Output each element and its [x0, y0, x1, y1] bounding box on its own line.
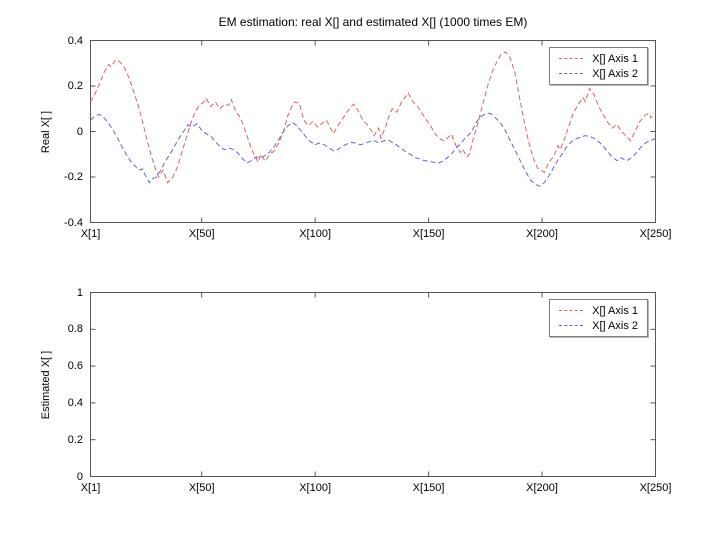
- x-tick-label: X[50]: [188, 228, 215, 240]
- plot-canvas-real-x: [90, 40, 656, 223]
- x-tick-label: X[250]: [639, 482, 672, 494]
- x-tick-labels-estimated-x: X[1] X[50] X[100] X[150] X[200] X[250]: [81, 482, 672, 496]
- y-tick-label: -0.4: [64, 216, 83, 229]
- x-tick-label: X[1]: [80, 228, 101, 240]
- y-tick-label: 0.8: [67, 323, 83, 336]
- figure-title: EM estimation: real X[] and estimated X[…: [218, 15, 528, 29]
- y-tick-label: 0: [76, 470, 83, 483]
- red-dashed-line-sample: [559, 58, 584, 59]
- legend-real-x: X[] Axis 1 X[] Axis 2: [549, 47, 648, 85]
- blue-dashed-line-sample: [559, 325, 584, 326]
- plot-real-x: Real X[ ] -0.4 -0.2 0 0.2 0.4 X[1] X[50] X[100…: [40, 35, 671, 241]
- y-tick-label: 0.4: [67, 34, 83, 47]
- legend-entry: X[] Axis 2: [559, 66, 638, 81]
- y-tick-label: 0.2: [67, 433, 83, 446]
- legend-estimated-x: X[] Axis 1 X[] Axis 2: [549, 299, 648, 337]
- y-tick-labels-estimated-x: 0 0.2 0.4 0.6 0.8 1: [43, 287, 83, 483]
- legend-entry: X[] Axis 1: [559, 303, 638, 318]
- red-dashed-line-sample: [559, 310, 584, 311]
- plot-canvas-estimated-x: [90, 292, 656, 477]
- x-tick-label: X[200]: [526, 482, 558, 494]
- legend-entry: X[] Axis 2: [559, 318, 638, 333]
- x-tick-label: X[50]: [188, 482, 215, 494]
- x-tick-label: X[100]: [299, 482, 332, 494]
- x-tick-label: X[100]: [299, 228, 332, 240]
- x-tick-label: X[1]: [80, 482, 101, 494]
- legend-label: X[] Axis 1: [592, 52, 638, 65]
- y-tick-label: 1: [76, 286, 83, 299]
- y-tick-label: 0: [76, 125, 83, 138]
- y-tick-label: 0.6: [67, 360, 83, 373]
- x-tick-labels-real-x: X[1] X[50] X[100] X[150] X[200] X[250]: [81, 228, 672, 242]
- legend-label: X[] Axis 2: [592, 67, 638, 80]
- blue-dashed-line-sample: [559, 73, 584, 74]
- x-tick-label: X[250]: [639, 228, 672, 240]
- y-tick-labels-real-x: -0.4 -0.2 0 0.2 0.4: [43, 35, 83, 229]
- plot-estimated-x: Estimated X[ ] 0 0.2 0.4 0.6 0.8 1 X[1] X[50] X…: [40, 287, 671, 495]
- legend-label: X[] Axis 2: [592, 319, 638, 332]
- y-tick-label: 0.4: [67, 396, 83, 409]
- legend-label: X[] Axis 1: [592, 304, 638, 317]
- y-tick-label: -0.2: [64, 171, 83, 183]
- x-tick-label: X[150]: [412, 228, 445, 240]
- legend-entry: X[] Axis 1: [559, 51, 638, 66]
- x-tick-label: X[200]: [526, 228, 558, 240]
- y-tick-label: 0.2: [67, 80, 83, 92]
- x-tick-label: X[150]: [412, 482, 445, 494]
